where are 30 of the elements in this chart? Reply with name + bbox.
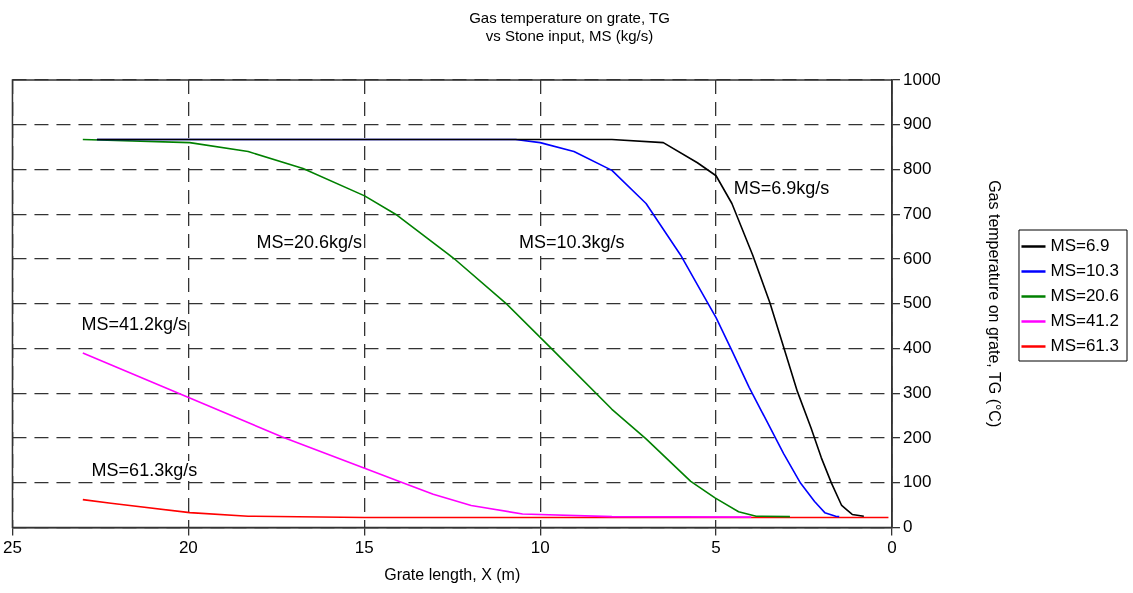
y-tick-label: 400 — [902, 338, 932, 358]
y-tick-label: 1000 — [902, 69, 941, 89]
x-axis-title: Grate length, X (m) — [384, 565, 521, 583]
y-tick-label: 500 — [902, 293, 932, 313]
x-tick-label: 15 — [354, 538, 374, 558]
annotation: MS=41.2kg/s — [81, 314, 188, 335]
legend-label: MS=41.2 — [1050, 311, 1119, 331]
annotation: MS=20.6kg/s — [256, 232, 363, 253]
legend-label: MS=6.9 — [1050, 236, 1110, 256]
y-tick-label: 100 — [902, 472, 932, 492]
y-axis-title: Gas temperature on grate, TG (°C) — [985, 180, 1003, 428]
x-tick-label: 20 — [178, 538, 198, 558]
y-tick-label: 900 — [902, 114, 932, 134]
y-tick-label: 0 — [902, 517, 913, 537]
x-tick-label: 10 — [530, 538, 550, 558]
annotation: MS=61.3kg/s — [91, 460, 198, 480]
legend-label: MS=20.6 — [1050, 286, 1119, 306]
chart-title: Gas temperature on grate, TG vs Stone input, MS (kg/s) — [469, 9, 670, 45]
y-tick-label: 800 — [902, 159, 932, 179]
x-tick-label: 0 — [887, 538, 897, 558]
annotation: MS=6.9kg/s — [733, 178, 830, 199]
legend-label: MS=61.3 — [1050, 336, 1119, 356]
x-tick-label: 25 — [2, 538, 22, 558]
legend-label: MS=10.3 — [1050, 261, 1119, 281]
y-tick-label: 200 — [902, 427, 932, 447]
x-tick-label: 5 — [711, 538, 721, 558]
y-tick-label: 700 — [902, 203, 932, 223]
y-tick-label: 600 — [902, 248, 932, 268]
annotation: MS=10.3kg/s — [519, 232, 625, 253]
y-tick-label: 300 — [902, 382, 932, 402]
